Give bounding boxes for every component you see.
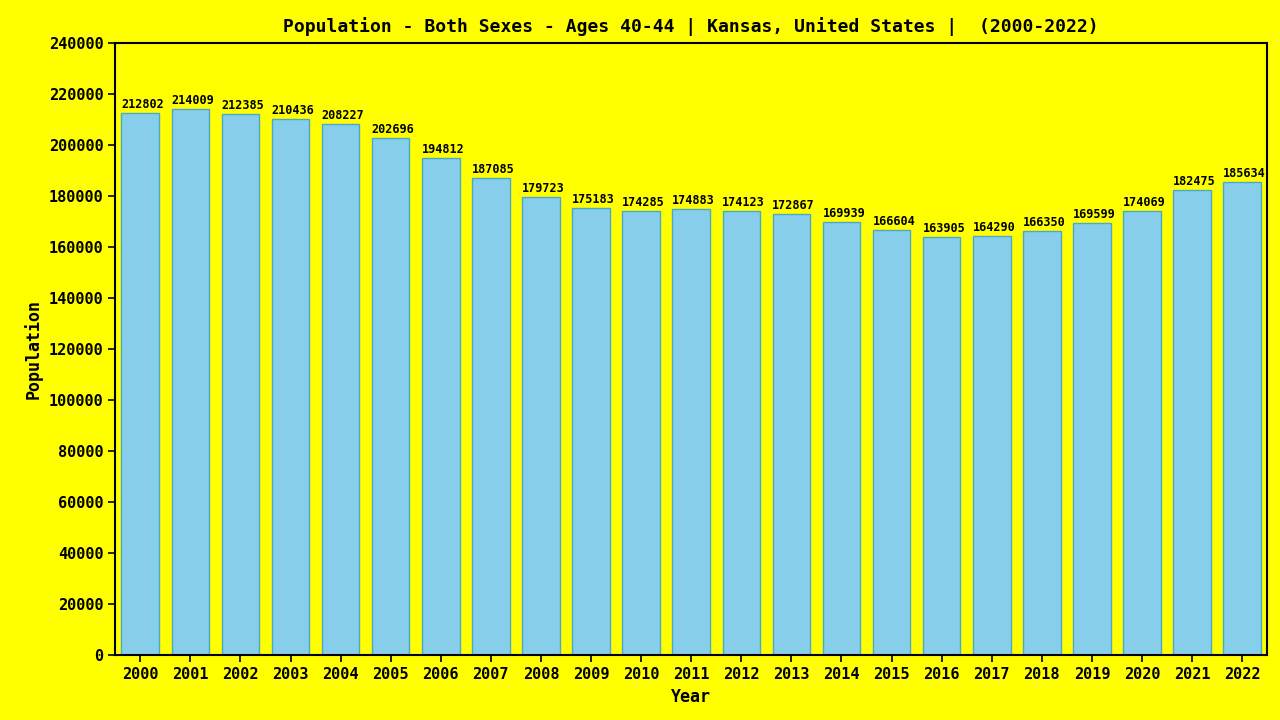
Text: 164290: 164290 xyxy=(973,221,1015,234)
Text: 174123: 174123 xyxy=(722,196,765,209)
Title: Population - Both Sexes - Ages 40-44 | Kansas, United States |  (2000-2022): Population - Both Sexes - Ages 40-44 | K… xyxy=(283,17,1100,36)
X-axis label: Year: Year xyxy=(671,688,712,706)
Text: 182475: 182475 xyxy=(1172,175,1216,188)
Bar xyxy=(923,238,960,655)
Text: 172867: 172867 xyxy=(772,199,815,212)
Text: 210436: 210436 xyxy=(271,104,314,117)
Bar xyxy=(1023,231,1061,655)
Text: 166604: 166604 xyxy=(873,215,915,228)
Bar xyxy=(722,211,760,655)
Text: 175183: 175183 xyxy=(572,194,614,207)
Bar xyxy=(672,210,710,655)
Bar xyxy=(372,138,410,655)
Bar xyxy=(873,230,910,655)
Bar xyxy=(122,112,159,655)
Text: 179723: 179723 xyxy=(522,182,564,195)
Text: 185634: 185634 xyxy=(1224,167,1266,180)
Text: 212802: 212802 xyxy=(122,97,164,110)
Bar xyxy=(271,119,310,655)
Bar xyxy=(221,114,259,655)
Bar xyxy=(1073,222,1111,655)
Bar xyxy=(1124,212,1161,655)
Text: 202696: 202696 xyxy=(371,123,415,136)
Text: 214009: 214009 xyxy=(172,94,214,107)
Text: 163905: 163905 xyxy=(923,222,965,235)
Bar xyxy=(572,209,609,655)
Bar xyxy=(522,197,559,655)
Bar xyxy=(321,125,360,655)
Text: 174069: 174069 xyxy=(1123,197,1166,210)
Bar xyxy=(823,222,860,655)
Bar xyxy=(422,158,460,655)
Text: 166350: 166350 xyxy=(1023,216,1065,229)
Bar xyxy=(472,178,509,655)
Text: 208227: 208227 xyxy=(321,109,365,122)
Bar xyxy=(1174,190,1211,655)
Text: 174285: 174285 xyxy=(622,196,664,209)
Text: 174883: 174883 xyxy=(672,194,716,207)
Text: 187085: 187085 xyxy=(472,163,515,176)
Text: 212385: 212385 xyxy=(221,99,264,112)
Bar xyxy=(773,215,810,655)
Bar xyxy=(973,236,1010,655)
Text: 169599: 169599 xyxy=(1073,207,1116,221)
Bar xyxy=(622,211,660,655)
Bar xyxy=(172,109,209,655)
Y-axis label: Population: Population xyxy=(24,300,44,399)
Text: 194812: 194812 xyxy=(421,143,465,156)
Bar xyxy=(1224,182,1261,655)
Text: 169939: 169939 xyxy=(823,207,865,220)
